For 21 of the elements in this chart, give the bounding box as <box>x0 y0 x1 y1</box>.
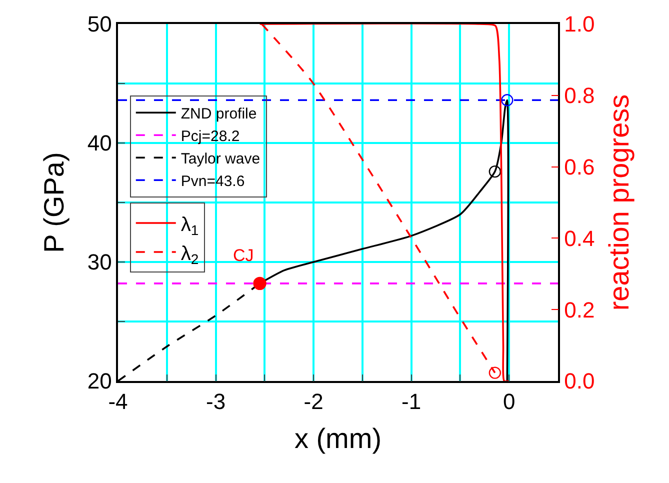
y2-tick-label: 0.4 <box>564 226 595 251</box>
y-tick-label: 50 <box>87 12 112 37</box>
point <box>488 165 502 178</box>
x-axis-title: x (mm) <box>294 422 382 454</box>
x-tick-label: -3 <box>206 389 226 414</box>
y2-tick-label: 1.0 <box>564 12 595 37</box>
y2-tick-label: 0.6 <box>564 154 595 180</box>
x-tick-label: -2 <box>304 389 324 414</box>
y2-axis-title: reaction progress <box>603 94 634 311</box>
y-tick-label: 30 <box>87 250 112 275</box>
y2-tick-label: 0.2 <box>564 297 595 322</box>
y2-tick-label: 0.8 <box>564 83 595 108</box>
point <box>501 94 514 106</box>
y-axis-title: P (GPa) <box>38 152 70 253</box>
annotation: CJ <box>233 246 254 265</box>
y-tick-label: 40 <box>87 130 112 156</box>
point <box>253 276 266 290</box>
legend-label: λ$_{1}$ <box>180 214 199 238</box>
y2-tick-label: 0.0 <box>564 368 595 394</box>
x-tick-label: 0 <box>502 389 516 414</box>
x-tick-label: -1 <box>402 389 422 414</box>
